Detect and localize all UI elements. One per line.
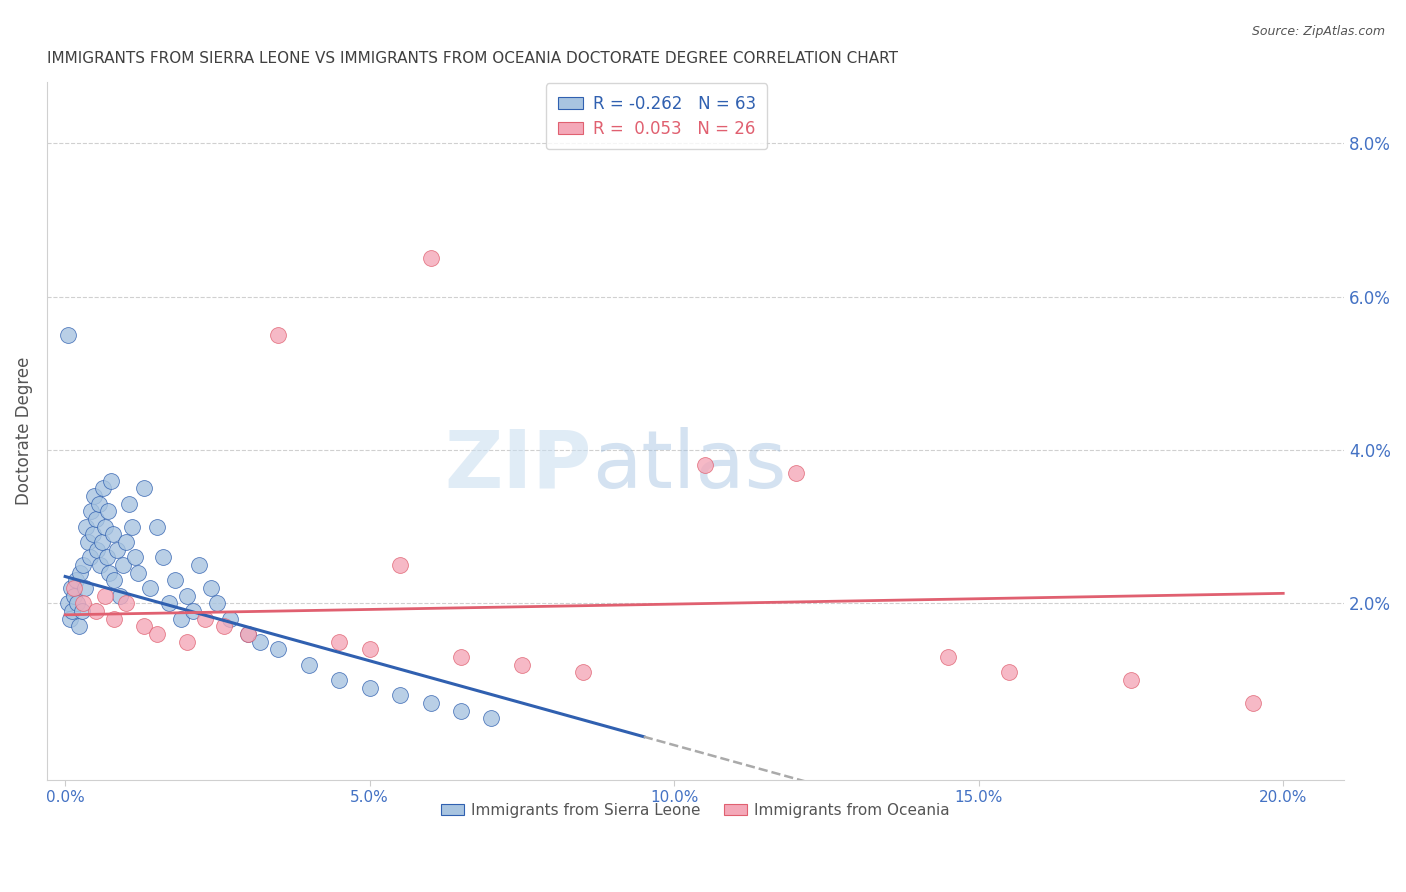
Point bbox=[157, 596, 180, 610]
Point bbox=[108, 589, 131, 603]
Point bbox=[80, 504, 103, 518]
Point bbox=[66, 596, 89, 610]
Point bbox=[59, 612, 82, 626]
Point bbox=[90, 535, 112, 549]
Point bbox=[89, 558, 111, 572]
Point bbox=[70, 604, 93, 618]
Point bbox=[115, 596, 138, 610]
Point bbox=[101, 527, 124, 541]
Point bbox=[176, 589, 198, 603]
Point bbox=[103, 574, 125, 588]
Point bbox=[63, 589, 86, 603]
Point bbox=[115, 535, 138, 549]
Point bbox=[60, 581, 83, 595]
Point bbox=[936, 650, 959, 665]
Point bbox=[79, 550, 101, 565]
Point bbox=[134, 481, 156, 495]
Point bbox=[693, 458, 716, 473]
Point bbox=[72, 596, 94, 610]
Text: ZIP: ZIP bbox=[444, 426, 592, 505]
Point bbox=[86, 542, 108, 557]
Text: Source: ZipAtlas.com: Source: ZipAtlas.com bbox=[1251, 25, 1385, 38]
Point bbox=[87, 497, 110, 511]
Point bbox=[328, 673, 350, 687]
Point bbox=[69, 566, 91, 580]
Point bbox=[181, 604, 204, 618]
Point bbox=[83, 489, 105, 503]
Point bbox=[118, 497, 141, 511]
Point bbox=[207, 596, 229, 610]
Point bbox=[94, 589, 117, 603]
Point bbox=[127, 566, 149, 580]
Point bbox=[76, 519, 98, 533]
Point bbox=[170, 612, 193, 626]
Point bbox=[97, 504, 120, 518]
Point bbox=[236, 627, 259, 641]
Point bbox=[77, 535, 100, 549]
Point bbox=[236, 627, 259, 641]
Point bbox=[62, 604, 84, 618]
Point bbox=[103, 612, 125, 626]
Point bbox=[111, 558, 134, 572]
Point bbox=[72, 558, 94, 572]
Text: IMMIGRANTS FROM SIERRA LEONE VS IMMIGRANTS FROM OCEANIA DOCTORATE DEGREE CORRELA: IMMIGRANTS FROM SIERRA LEONE VS IMMIGRAN… bbox=[46, 51, 898, 66]
Point bbox=[212, 619, 235, 633]
Point bbox=[176, 634, 198, 648]
Point bbox=[96, 550, 118, 565]
Point bbox=[152, 550, 174, 565]
Point bbox=[998, 665, 1021, 680]
Point bbox=[359, 642, 381, 657]
Point bbox=[389, 558, 412, 572]
Text: atlas: atlas bbox=[592, 426, 786, 505]
Point bbox=[1241, 696, 1264, 710]
Point bbox=[121, 519, 143, 533]
Point bbox=[145, 519, 167, 533]
Point bbox=[572, 665, 595, 680]
Y-axis label: Doctorate Degree: Doctorate Degree bbox=[15, 357, 32, 505]
Legend: Immigrants from Sierra Leone, Immigrants from Oceania: Immigrants from Sierra Leone, Immigrants… bbox=[434, 797, 956, 824]
Point bbox=[163, 574, 186, 588]
Point bbox=[100, 474, 122, 488]
Point bbox=[84, 604, 107, 618]
Point bbox=[139, 581, 162, 595]
Point bbox=[58, 328, 80, 343]
Point bbox=[84, 512, 107, 526]
Point bbox=[450, 650, 472, 665]
Point bbox=[267, 642, 290, 657]
Point bbox=[134, 619, 156, 633]
Point bbox=[218, 612, 240, 626]
Point bbox=[389, 688, 412, 702]
Point bbox=[359, 681, 381, 695]
Point bbox=[94, 519, 117, 533]
Point bbox=[510, 657, 533, 672]
Point bbox=[419, 696, 441, 710]
Point bbox=[58, 596, 80, 610]
Point bbox=[267, 328, 290, 343]
Point bbox=[145, 627, 167, 641]
Point bbox=[91, 481, 114, 495]
Point bbox=[105, 542, 128, 557]
Point bbox=[200, 581, 222, 595]
Point bbox=[328, 634, 350, 648]
Point bbox=[188, 558, 211, 572]
Point bbox=[785, 466, 807, 480]
Point bbox=[249, 634, 271, 648]
Point bbox=[65, 574, 87, 588]
Point bbox=[1119, 673, 1142, 687]
Point bbox=[419, 252, 441, 266]
Point bbox=[98, 566, 121, 580]
Point bbox=[124, 550, 146, 565]
Point bbox=[63, 581, 86, 595]
Point bbox=[194, 612, 217, 626]
Point bbox=[298, 657, 321, 672]
Point bbox=[481, 711, 503, 725]
Point bbox=[82, 527, 104, 541]
Point bbox=[450, 704, 472, 718]
Point bbox=[67, 619, 90, 633]
Point bbox=[73, 581, 96, 595]
